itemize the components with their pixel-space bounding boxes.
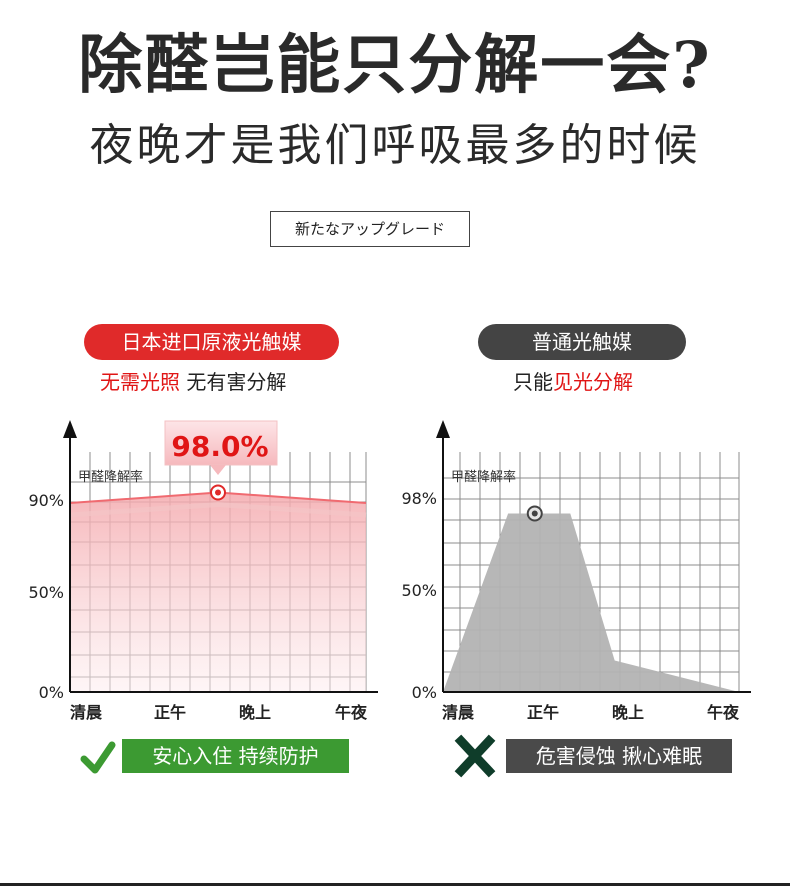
right-tag-red: 见光分解 <box>553 370 633 394</box>
y-tick-label: 50% <box>28 583 64 602</box>
page-subtitle: 夜晚才是我们呼吸最多的时候 <box>89 120 701 171</box>
x-tick-label: 清晨 <box>70 703 103 722</box>
series-label: 甲醛降解率 <box>451 469 516 485</box>
y-tick-label: 98% <box>401 489 437 508</box>
y-tick-label: 90% <box>28 491 64 510</box>
y-tick-label: 0% <box>412 683 437 702</box>
area-fill <box>70 492 366 692</box>
right-verdict-label: 危害侵蚀 揪心难眠 <box>506 739 732 773</box>
right-tag-dark: 只能 <box>513 370 553 394</box>
peak-marker-dot <box>531 510 538 517</box>
right-product-pill: 普通光触媒 <box>478 324 686 360</box>
page-title: 除醛岂能只分解一会? <box>78 28 712 103</box>
left-product-pill: 日本进口原液光触媒 <box>84 324 339 360</box>
upgrade-badge: 新たなアップグレード <box>270 211 470 247</box>
left-verdict-label: 安心入住 持续防护 <box>122 739 349 773</box>
y-axis-arrow <box>436 420 450 438</box>
left-tag-red: 无需光照 <box>100 370 180 394</box>
left-tag-dark: 无有害分解 <box>180 370 287 394</box>
y-tick-label: 0% <box>39 683 64 702</box>
bottom-divider <box>0 883 790 886</box>
x-tick-label: 正午 <box>154 703 186 722</box>
y-tick-label: 50% <box>401 581 437 600</box>
y-axis-arrow <box>63 420 77 438</box>
x-tick-label: 晚上 <box>612 703 644 722</box>
series-label: 甲醛降解率 <box>78 469 143 485</box>
x-tick-label: 午夜 <box>707 703 740 722</box>
x-tick-label: 晚上 <box>239 703 271 722</box>
area-fill <box>443 513 739 692</box>
peak-callout-pointer <box>210 465 226 475</box>
x-tick-label: 正午 <box>527 703 559 722</box>
right-tagline: 只能见光分解 <box>513 368 633 396</box>
series-shadow <box>69 501 367 518</box>
left-tagline: 无需光照 无有害分解 <box>100 368 286 396</box>
peak-callout-box <box>164 420 278 466</box>
peak-marker-dot <box>215 489 221 496</box>
x-tick-label: 午夜 <box>335 703 368 722</box>
x-tick-label: 清晨 <box>442 703 475 722</box>
peak-label: 98.0% <box>171 430 268 463</box>
